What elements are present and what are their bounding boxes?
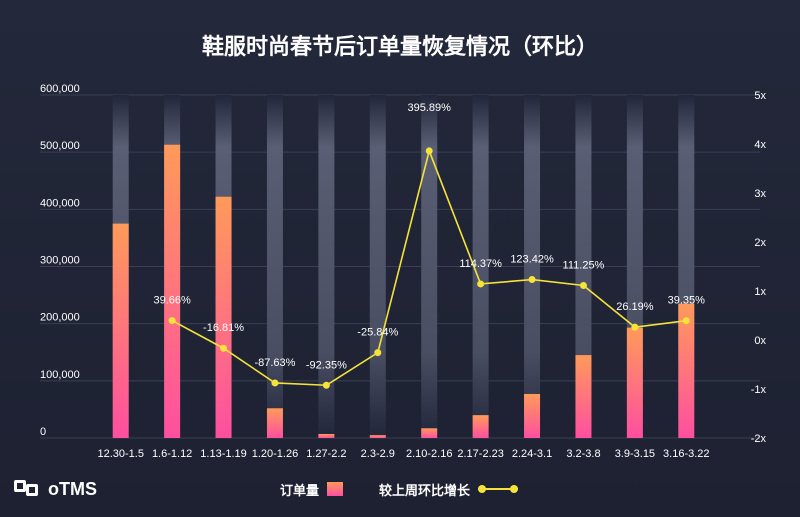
legend-line-swatch bbox=[478, 482, 519, 496]
bar bbox=[472, 415, 489, 438]
chart-title: 鞋服时尚春节后订单量恢复情况（环比） bbox=[202, 34, 598, 60]
data-label: -92.35% bbox=[306, 359, 347, 371]
legend-bar-label: 订单量 bbox=[280, 483, 320, 499]
line-point bbox=[477, 280, 485, 288]
line-point bbox=[631, 323, 639, 331]
gridlines bbox=[40, 94, 760, 439]
bar bbox=[215, 196, 232, 438]
data-label: -16.81% bbox=[203, 322, 244, 334]
bar-track bbox=[524, 95, 541, 438]
line-point bbox=[528, 276, 536, 284]
y-right-tick-label: 3x bbox=[754, 188, 766, 200]
data-label: 26.19% bbox=[616, 301, 654, 313]
legend: 订单量 较上周环比增长 bbox=[280, 476, 530, 502]
logo-text: oTMS bbox=[48, 478, 97, 499]
line-point bbox=[220, 344, 228, 352]
y-right-tick-label: 5x bbox=[754, 90, 766, 102]
bar-series bbox=[112, 144, 695, 439]
bar bbox=[266, 408, 283, 438]
x-tick-label: 2.3-2.9 bbox=[361, 448, 395, 460]
line-point bbox=[425, 147, 433, 155]
bar-track bbox=[318, 95, 335, 438]
y-right-tick-label: 4x bbox=[754, 139, 766, 151]
bar bbox=[524, 393, 541, 438]
bar bbox=[678, 303, 695, 438]
x-tick-label: 1.20-1.26 bbox=[252, 448, 298, 460]
logo: oTMS bbox=[14, 478, 97, 500]
bar-track bbox=[369, 95, 386, 438]
y-left-tick-label: 500,000 bbox=[40, 140, 80, 152]
bar bbox=[318, 433, 335, 438]
y-axis-left: 0 100,000 200,000 300,000 400,000 500,000 600,… bbox=[40, 83, 80, 438]
bar bbox=[164, 144, 181, 439]
y-left-tick-label: 600,000 bbox=[40, 83, 80, 95]
y-right-tick-label: 0x bbox=[754, 335, 766, 347]
line-point bbox=[374, 349, 382, 357]
line-point bbox=[322, 381, 330, 389]
data-label: 111.25% bbox=[563, 259, 605, 271]
x-axis: 12.30-1.5 1.6-1.12 1.13-1.19 1.20-1.26 1.27-… bbox=[97, 448, 709, 460]
line-point bbox=[682, 317, 690, 325]
x-tick-label: 3.2-3.8 bbox=[566, 448, 600, 460]
legend-item-line: 较上周环比增长 bbox=[379, 480, 519, 499]
line-point bbox=[271, 379, 279, 387]
y-right-tick-label: -2x bbox=[751, 433, 767, 445]
bar-track bbox=[266, 95, 283, 438]
line-point bbox=[168, 317, 176, 325]
legend-item-bar: 订单量 bbox=[280, 480, 344, 499]
x-tick-label: 12.30-1.5 bbox=[97, 448, 143, 460]
data-label: 395.89% bbox=[407, 102, 451, 114]
bar bbox=[626, 327, 643, 438]
x-tick-label: 1.27-2.2 bbox=[306, 448, 346, 460]
line-series: 39.66% -16.81% -87.63% -92.35% -25.84% 395.89… bbox=[153, 102, 705, 389]
data-label: -25.84% bbox=[357, 327, 398, 339]
bar-track bbox=[472, 95, 489, 438]
y-right-tick-label: 2x bbox=[754, 237, 766, 249]
data-label: 114.37% bbox=[459, 258, 502, 270]
logo-icon bbox=[14, 478, 44, 500]
bar-track bbox=[421, 95, 438, 438]
y-right-tick-label: -1x bbox=[751, 384, 767, 396]
x-tick-label: 1.13-1.19 bbox=[200, 448, 246, 460]
y-left-tick-label: 300,000 bbox=[40, 255, 80, 267]
x-tick-label: 1.6-1.12 bbox=[152, 448, 192, 460]
data-label: 39.66% bbox=[153, 295, 191, 307]
y-left-tick-label: 200,000 bbox=[40, 312, 80, 324]
x-tick-label: 3.9-3.15 bbox=[615, 448, 655, 460]
y-left-tick-label: 100,000 bbox=[40, 369, 80, 381]
y-left-tick-label: 0 bbox=[40, 426, 46, 438]
data-label: 123.42% bbox=[510, 254, 554, 266]
x-tick-label: 3.16-3.22 bbox=[663, 448, 709, 460]
y-right-tick-label: 1x bbox=[754, 286, 766, 298]
x-tick-label: 2.10-2.16 bbox=[406, 448, 452, 460]
y-axis-right: -2x -1x 0x 1x 2x 3x 4x 5x bbox=[751, 90, 767, 445]
x-tick-label: 2.24-3.1 bbox=[512, 448, 552, 460]
legend-line-label: 较上周环比增长 bbox=[379, 483, 471, 499]
line-point bbox=[579, 281, 587, 289]
bar bbox=[369, 435, 386, 438]
legend-bar-swatch bbox=[327, 482, 344, 496]
bar bbox=[575, 355, 592, 438]
data-label: 39.35% bbox=[668, 295, 706, 307]
bar-track bbox=[575, 95, 592, 438]
y-left-tick-label: 400,000 bbox=[40, 197, 80, 209]
data-label: -87.63% bbox=[254, 357, 295, 369]
x-tick-label: 2.17-2.23 bbox=[457, 448, 503, 460]
bar bbox=[421, 428, 438, 438]
bar bbox=[112, 223, 129, 438]
